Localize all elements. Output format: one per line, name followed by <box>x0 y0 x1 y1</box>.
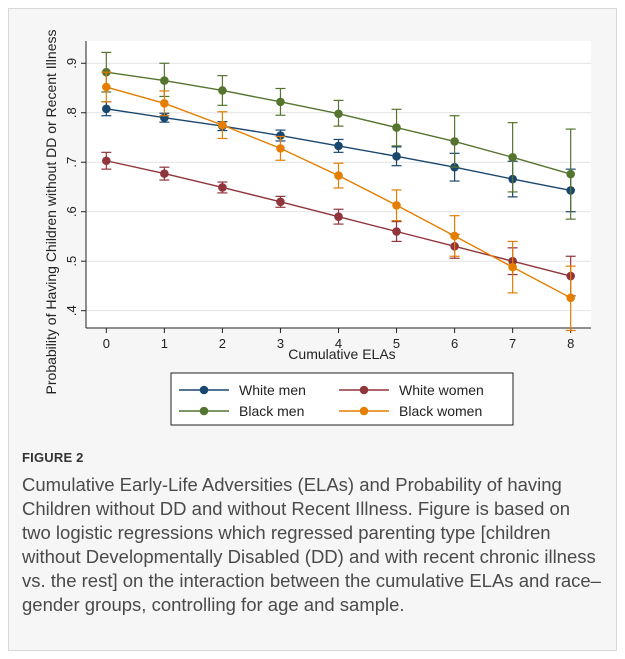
black-men-point <box>450 137 459 146</box>
x-tick-label: 4 <box>335 336 342 351</box>
y-axis-title: Probability of Having Children without D… <box>43 30 59 395</box>
x-tick-label: 8 <box>567 336 574 351</box>
white-women-point <box>160 169 169 178</box>
legend-white-men-marker <box>199 385 209 395</box>
x-tick-label: 0 <box>103 336 110 351</box>
white-women-point <box>334 212 343 221</box>
legend-white-women-label: White women <box>399 382 484 398</box>
black-women-point <box>102 82 111 92</box>
legend-box <box>170 372 514 426</box>
black-men-point <box>334 109 343 119</box>
legend-black-men-label: Black men <box>239 403 304 419</box>
white-women-point <box>218 183 227 192</box>
y-tick-label: .5 <box>64 256 79 267</box>
black-women-point <box>334 171 343 180</box>
legend-white-women-marker <box>359 385 369 395</box>
x-tick-label: 3 <box>277 336 284 351</box>
white-women-point <box>392 227 401 236</box>
black-women-point <box>508 262 517 272</box>
legend-black-women-label: Black women <box>399 403 482 419</box>
black-women-point <box>218 120 227 130</box>
figure-label: FIGURE 2 <box>22 450 84 465</box>
black-men-point <box>508 152 517 162</box>
black-women-point <box>392 200 401 210</box>
legend-white-men-label: White men <box>239 382 306 398</box>
black-women-point <box>276 144 285 153</box>
x-tick-label: 1 <box>161 336 168 351</box>
white-men-point <box>334 141 343 151</box>
white-women-point <box>276 197 285 207</box>
black-women-point <box>566 293 575 303</box>
x-tick-label: 7 <box>509 336 516 351</box>
black-men-point <box>218 86 227 95</box>
white-men-point <box>102 104 111 114</box>
x-tick-label: 5 <box>393 336 400 351</box>
y-tick-label: .4 <box>64 305 79 316</box>
white-women-point <box>102 156 111 166</box>
black-women-point <box>450 231 459 241</box>
y-tick-label: .7 <box>64 157 79 168</box>
legend-black-men-marker <box>199 406 209 416</box>
black-women-point <box>160 99 169 108</box>
y-tick-label: .8 <box>64 107 79 118</box>
white-men-point <box>392 151 401 161</box>
legend-black-women-marker <box>359 406 369 416</box>
black-men-point <box>392 123 401 132</box>
y-tick-label: .6 <box>64 206 79 217</box>
black-men-point <box>276 97 285 107</box>
black-men-point <box>160 76 169 85</box>
white-men-point <box>276 131 285 140</box>
y-tick-label: .9 <box>64 58 79 69</box>
x-tick-label: 6 <box>451 336 458 351</box>
x-tick-label: 2 <box>219 336 226 351</box>
line-chart: Probability of Having Children without D… <box>43 30 591 426</box>
figure-caption: Cumulative Early-Life Adversities (ELAs)… <box>22 474 601 615</box>
black-men-point <box>566 169 575 179</box>
x-axis-title: Cumulative ELAs <box>288 346 395 362</box>
